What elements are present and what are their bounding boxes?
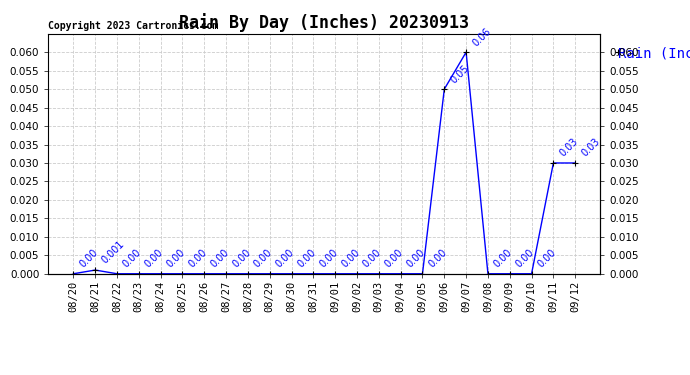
Rain (Inches) — [222, 272, 230, 276]
Text: 0.03: 0.03 — [558, 136, 580, 159]
Text: 0.00: 0.00 — [383, 248, 405, 270]
Text: 0.03: 0.03 — [580, 136, 602, 159]
Rain (Inches) — [331, 272, 339, 276]
Text: Copyright 2023 Cartronics.com: Copyright 2023 Cartronics.com — [48, 21, 219, 32]
Text: 0.00: 0.00 — [535, 248, 558, 270]
Rain (Inches) — [353, 272, 361, 276]
Text: 0.00: 0.00 — [187, 248, 209, 270]
Rain (Inches) — [484, 272, 492, 276]
Rain (Inches) — [375, 272, 383, 276]
Rain (Inches) — [549, 161, 558, 165]
Rain (Inches) — [69, 272, 77, 276]
Rain (Inches) — [200, 272, 208, 276]
Text: 0.00: 0.00 — [514, 248, 536, 270]
Text: 0.06: 0.06 — [471, 26, 493, 48]
Text: 0.00: 0.00 — [426, 248, 449, 270]
Text: 0.00: 0.00 — [492, 248, 514, 270]
Rain (Inches) — [462, 50, 471, 54]
Text: 0.00: 0.00 — [252, 248, 275, 270]
Text: 0.00: 0.00 — [274, 248, 296, 270]
Text: 0.00: 0.00 — [296, 248, 318, 270]
Rain (Inches) — [266, 272, 274, 276]
Rain (Inches) — [418, 272, 426, 276]
Rain (Inches) — [506, 272, 514, 276]
Rain (Inches) — [244, 272, 252, 276]
Rain (Inches) — [440, 87, 449, 92]
Rain (Inches) — [91, 268, 99, 272]
Rain (Inches) — [309, 272, 317, 276]
Legend: Rain (Inches): Rain (Inches) — [613, 41, 690, 66]
Line: Rain (Inches): Rain (Inches) — [70, 50, 578, 276]
Rain (Inches) — [178, 272, 186, 276]
Text: 0.00: 0.00 — [317, 248, 339, 270]
Rain (Inches) — [288, 272, 296, 276]
Rain (Inches) — [113, 272, 121, 276]
Text: 0.00: 0.00 — [208, 248, 230, 270]
Text: 0.00: 0.00 — [405, 248, 427, 270]
Text: 0.00: 0.00 — [77, 248, 100, 270]
Text: 0.00: 0.00 — [165, 248, 187, 270]
Text: 0.00: 0.00 — [143, 248, 165, 270]
Rain (Inches) — [571, 161, 580, 165]
Text: 0.00: 0.00 — [339, 248, 362, 270]
Text: 0.001: 0.001 — [99, 239, 126, 266]
Title: Rain By Day (Inches) 20230913: Rain By Day (Inches) 20230913 — [179, 13, 469, 32]
Text: 0.00: 0.00 — [121, 248, 144, 270]
Text: 0.05: 0.05 — [448, 63, 471, 85]
Rain (Inches) — [527, 272, 535, 276]
Rain (Inches) — [157, 272, 165, 276]
Rain (Inches) — [135, 272, 143, 276]
Text: 0.00: 0.00 — [361, 248, 384, 270]
Rain (Inches) — [397, 272, 405, 276]
Text: 0.00: 0.00 — [230, 248, 253, 270]
